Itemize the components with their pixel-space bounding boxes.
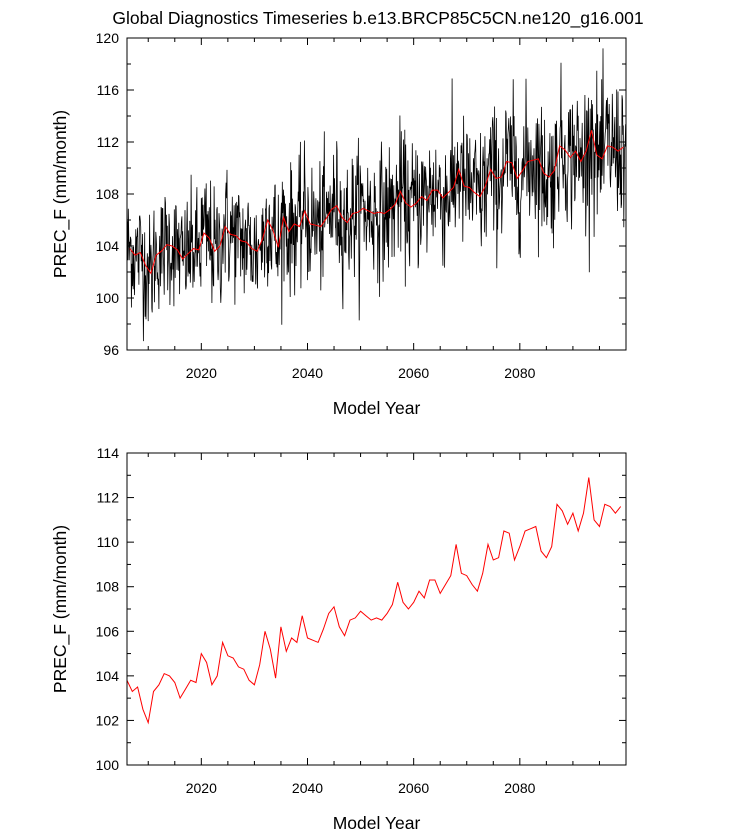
- plot-area: [127, 477, 622, 725]
- y-tick-label: 112: [97, 490, 120, 506]
- y-tick-label: 104: [96, 238, 120, 254]
- monthly-series-line: [127, 48, 626, 342]
- x-axis-label: Model Year: [333, 813, 421, 833]
- y-tick-label: 108: [96, 186, 120, 202]
- x-tick-label: 2080: [504, 365, 535, 381]
- x-tick-label: 2060: [398, 365, 429, 381]
- x-tick-label: 2040: [292, 365, 323, 381]
- axes-frame: [126, 452, 627, 766]
- y-tick-label: 112: [97, 134, 120, 150]
- y-tick-label: 100: [96, 290, 120, 306]
- x-tick-label: 2060: [398, 780, 429, 796]
- x-tick-label: 2080: [504, 780, 535, 796]
- y-tick-label: 104: [96, 668, 120, 684]
- plot-area: [127, 48, 626, 342]
- annual-mean-series-line: [127, 477, 622, 725]
- y-tick-label: 110: [97, 534, 120, 550]
- y-axis-label: PREC_F (mm/month): [50, 525, 71, 693]
- x-axis-label: Model Year: [333, 398, 421, 418]
- annual-panel: 100 102 104 106 108 110 112 114 2020 2040 2060 2080…: [50, 445, 627, 833]
- figure-title: Global Diagnostics Timeseries b.e13.BRCP…: [112, 8, 643, 29]
- y-tick-label: 106: [96, 623, 120, 639]
- y-tick-label: 120: [96, 30, 120, 46]
- x-tick-label: 2020: [186, 780, 217, 796]
- x-tick-label: 2020: [186, 365, 217, 381]
- annual-mean-overlay-line: [129, 130, 624, 275]
- y-tick-label: 108: [96, 579, 120, 595]
- y-tick-label: 114: [97, 445, 120, 461]
- y-axis-label: PREC_F (mm/month): [50, 110, 71, 278]
- y-tick-label: 116: [97, 82, 120, 98]
- y-tick-label: 100: [96, 757, 120, 773]
- y-tick-label: 102: [96, 712, 120, 728]
- monthly-panel: 96 100 104 108 112 116 120 2020 2040 2060 2080 Mode…: [50, 30, 627, 418]
- x-tick-label: 2040: [292, 780, 323, 796]
- y-tick-label: 96: [103, 342, 119, 358]
